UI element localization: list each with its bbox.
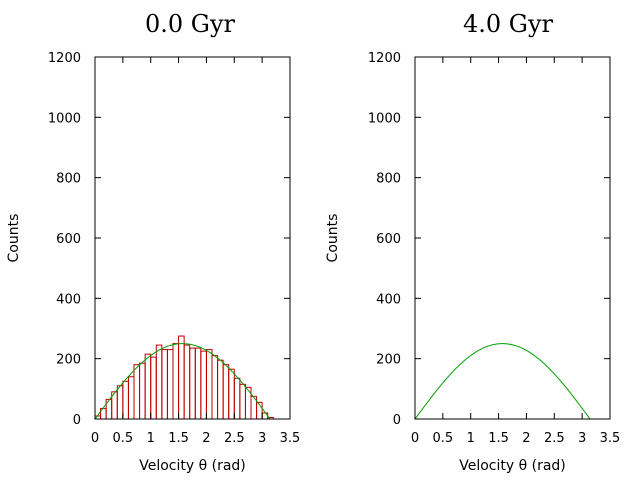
histogram-bar <box>189 347 196 420</box>
fit-curve <box>414 343 591 420</box>
histogram-bar <box>211 355 219 420</box>
y-tick-label: 600 <box>376 232 401 247</box>
y-tick-label: 1200 <box>368 51 401 66</box>
histogram-bar <box>183 344 191 420</box>
x-tick-label: 2.5 <box>544 431 565 446</box>
histogram-bar <box>122 380 129 420</box>
x-tick-label: 3 <box>258 431 266 446</box>
x-tick-label: 3 <box>578 431 586 446</box>
x-tick-label: 0.5 <box>433 431 454 446</box>
histogram-bar <box>261 412 269 420</box>
x-tick-label: 1 <box>467 431 475 446</box>
y-tick-label: 200 <box>376 353 401 368</box>
x-tick-label: 1 <box>147 431 155 446</box>
histogram-bar <box>166 349 174 420</box>
y-tick-label: 0 <box>393 413 401 428</box>
fit-curve <box>94 343 271 420</box>
histogram-bar <box>172 343 180 420</box>
histogram-bar <box>139 362 146 420</box>
x-axis-label: Velocity θ (rad) <box>139 458 246 474</box>
y-tick-label: 1000 <box>48 111 81 126</box>
panel-title: 4.0 Gyr <box>463 10 554 38</box>
y-tick-label: 1000 <box>368 111 401 126</box>
panel-title: 0.0 Gyr <box>145 10 236 38</box>
histogram-bar <box>116 385 124 420</box>
histogram-bar <box>155 344 163 420</box>
histogram-bar <box>133 364 141 420</box>
histogram-bar <box>233 377 241 420</box>
histogram-bar <box>200 350 207 420</box>
x-tick-label: 1.5 <box>168 431 189 446</box>
x-tick-label: 3.5 <box>600 431 621 446</box>
x-tick-label: 2 <box>202 431 210 446</box>
histogram-bar <box>194 347 202 420</box>
x-tick-label: 0 <box>91 431 99 446</box>
x-tick-label: 2 <box>522 431 530 446</box>
x-tick-label: 0.5 <box>113 431 134 446</box>
x-tick-label: 0 <box>411 431 419 446</box>
histogram-bar <box>217 359 224 420</box>
y-tick-label: 400 <box>376 292 401 307</box>
histogram-bar <box>178 335 185 420</box>
y-tick-label: 600 <box>56 232 81 247</box>
x-tick-label: 3.5 <box>280 431 301 446</box>
histogram-bar <box>222 364 230 420</box>
x-tick-label: 1.5 <box>488 431 509 446</box>
y-tick-label: 400 <box>56 292 81 307</box>
histogram-bar <box>205 349 213 420</box>
y-axis-label: Counts <box>6 214 22 263</box>
y-tick-label: 200 <box>56 353 81 368</box>
histogram-bar <box>144 353 152 420</box>
x-axis-label: Velocity θ (rad) <box>459 458 566 474</box>
plot-frame <box>414 56 611 420</box>
histogram-bar <box>228 368 235 420</box>
histogram-bar <box>161 349 168 420</box>
y-axis-label: Counts <box>325 214 341 263</box>
x-tick-label: 2.5 <box>224 431 245 446</box>
y-tick-label: 800 <box>56 172 81 187</box>
plot-frame <box>94 56 291 420</box>
histogram-bar <box>127 376 135 420</box>
y-tick-label: 0 <box>73 413 81 428</box>
histogram-panel-0gyr: 0.0 Gyr 0 200 400 600 800 1000 1200 0 0.5 1 1.5 2 2.5… <box>6 10 300 474</box>
histogram-bar <box>239 383 246 420</box>
y-tick-label: 1200 <box>48 51 81 66</box>
y-tick-label: 800 <box>376 172 401 187</box>
curve-panel-4gyr: 4.0 Gyr 0 200 400 600 800 1000 1200 0 0.5 1 1.5 2 2.5… <box>325 10 620 474</box>
histogram-bar <box>150 356 157 420</box>
